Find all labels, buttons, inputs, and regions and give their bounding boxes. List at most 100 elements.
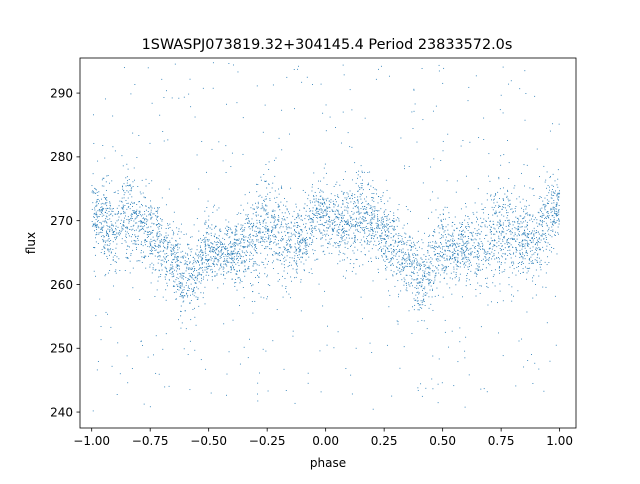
data-point bbox=[157, 226, 159, 228]
data-point bbox=[344, 206, 346, 208]
data-point bbox=[354, 246, 356, 248]
data-point bbox=[151, 241, 153, 243]
data-point bbox=[272, 84, 274, 86]
data-point bbox=[354, 234, 356, 236]
data-point bbox=[145, 267, 147, 269]
data-point bbox=[229, 253, 231, 255]
data-point bbox=[106, 231, 108, 233]
data-point bbox=[173, 280, 175, 282]
data-point bbox=[265, 231, 267, 233]
data-point bbox=[428, 282, 429, 284]
data-point bbox=[478, 266, 480, 268]
data-point bbox=[155, 249, 157, 251]
data-point bbox=[161, 78, 163, 80]
data-point bbox=[246, 215, 248, 217]
data-point bbox=[133, 167, 135, 169]
data-point bbox=[264, 234, 266, 236]
data-point bbox=[172, 259, 174, 261]
data-point bbox=[533, 234, 535, 236]
data-point bbox=[482, 222, 484, 223]
data-point bbox=[471, 239, 473, 241]
data-point bbox=[338, 246, 340, 248]
data-point bbox=[263, 209, 265, 210]
data-point bbox=[329, 224, 331, 226]
data-point bbox=[183, 286, 185, 288]
data-point bbox=[519, 252, 521, 254]
data-point bbox=[362, 318, 364, 320]
data-point bbox=[228, 63, 230, 64]
data-point bbox=[222, 253, 224, 255]
data-point bbox=[178, 230, 180, 232]
data-point bbox=[442, 82, 444, 84]
data-point bbox=[503, 215, 505, 217]
data-point bbox=[127, 245, 129, 247]
data-point bbox=[374, 240, 376, 242]
data-point bbox=[173, 285, 175, 287]
data-point bbox=[188, 285, 189, 287]
data-point bbox=[392, 219, 394, 221]
data-point bbox=[371, 217, 373, 219]
data-point bbox=[521, 226, 523, 228]
data-point bbox=[126, 208, 128, 210]
data-point bbox=[539, 216, 541, 217]
data-point bbox=[352, 242, 354, 244]
data-point bbox=[342, 192, 344, 194]
data-point bbox=[499, 272, 500, 274]
data-point bbox=[372, 230, 373, 232]
data-point bbox=[328, 243, 329, 245]
data-point bbox=[345, 222, 347, 223]
data-point bbox=[313, 214, 315, 215]
data-point bbox=[286, 255, 288, 257]
data-point bbox=[526, 267, 528, 269]
data-point bbox=[112, 225, 114, 227]
data-point bbox=[273, 222, 275, 224]
data-point bbox=[255, 215, 257, 217]
data-point bbox=[457, 252, 459, 254]
data-point bbox=[334, 225, 335, 227]
data-point bbox=[264, 200, 265, 202]
data-point bbox=[206, 228, 208, 229]
data-point bbox=[498, 178, 500, 180]
data-point bbox=[146, 236, 148, 238]
data-point bbox=[324, 215, 326, 217]
data-point bbox=[398, 296, 399, 298]
data-point bbox=[217, 259, 218, 261]
data-point bbox=[208, 274, 210, 276]
data-point bbox=[291, 246, 293, 248]
data-point bbox=[429, 274, 431, 276]
data-point bbox=[237, 251, 239, 253]
data-point bbox=[351, 224, 352, 226]
data-point bbox=[273, 251, 275, 253]
data-point bbox=[134, 230, 136, 232]
data-point bbox=[355, 220, 357, 222]
data-point bbox=[403, 270, 404, 272]
data-point bbox=[479, 285, 481, 287]
data-point bbox=[115, 247, 117, 249]
data-point bbox=[500, 243, 502, 244]
data-point bbox=[227, 226, 229, 228]
data-point bbox=[171, 268, 173, 270]
data-point bbox=[227, 247, 228, 249]
data-point bbox=[506, 217, 508, 219]
data-point bbox=[401, 252, 403, 254]
data-point bbox=[502, 227, 503, 229]
data-point bbox=[347, 221, 349, 223]
data-point bbox=[383, 203, 385, 205]
data-point bbox=[516, 198, 518, 200]
data-point bbox=[154, 239, 156, 241]
data-point bbox=[199, 245, 201, 247]
data-point bbox=[208, 260, 210, 262]
data-point bbox=[126, 219, 128, 220]
data-point bbox=[546, 212, 548, 214]
data-point bbox=[102, 227, 104, 228]
data-point bbox=[281, 223, 283, 225]
data-point bbox=[346, 257, 348, 259]
data-point bbox=[180, 251, 182, 253]
data-point bbox=[489, 253, 491, 255]
data-point bbox=[462, 229, 464, 231]
data-point bbox=[456, 265, 458, 267]
data-point bbox=[264, 198, 266, 200]
data-point bbox=[374, 209, 376, 211]
data-point bbox=[553, 202, 555, 204]
data-point bbox=[499, 221, 501, 223]
